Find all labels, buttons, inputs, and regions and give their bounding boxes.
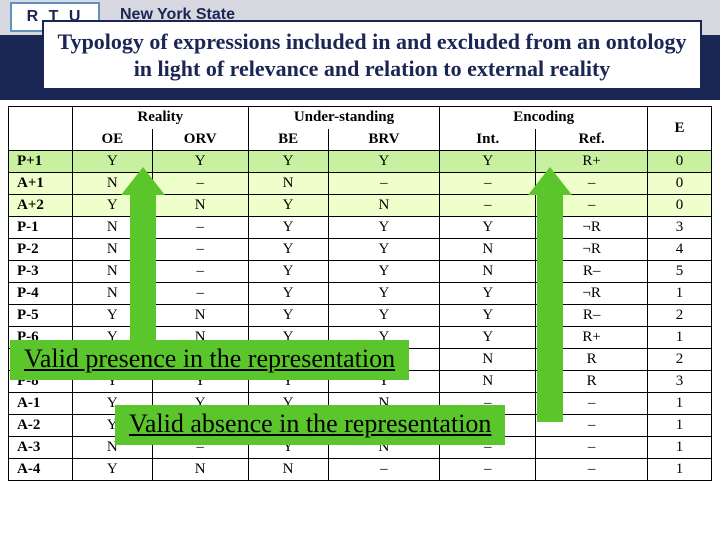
cell: Y xyxy=(248,283,328,305)
table-row: A+1N–N–––0 xyxy=(9,173,712,195)
table-row: P-3N–YYNR–5 xyxy=(9,261,712,283)
table-row: P+1YYYYYR+0 xyxy=(9,151,712,173)
cell: N xyxy=(440,239,536,261)
row-label: A-3 xyxy=(9,437,73,459)
cell: Y xyxy=(328,305,440,327)
table-row: A+2YNYN––0 xyxy=(9,195,712,217)
title-box: Typology of expressions included in and … xyxy=(42,20,702,90)
table-row: P-2N–YYN¬R4 xyxy=(9,239,712,261)
cell: 1 xyxy=(648,393,712,415)
cell: 3 xyxy=(648,371,712,393)
cell: – xyxy=(152,283,248,305)
cell: 3 xyxy=(648,217,712,239)
cell: Y xyxy=(248,239,328,261)
cell: 1 xyxy=(648,459,712,481)
cell: Y xyxy=(328,283,440,305)
cell: Y xyxy=(440,217,536,239)
cell: Y xyxy=(328,151,440,173)
cell: – xyxy=(328,173,440,195)
row-label: A-1 xyxy=(9,393,73,415)
callout-absence: Valid absence in the representation xyxy=(115,405,505,445)
cell: 2 xyxy=(648,349,712,371)
row-label: P-2 xyxy=(9,239,73,261)
arrow-presence xyxy=(130,192,156,362)
arrow-absence xyxy=(537,192,563,422)
cell: N xyxy=(328,195,440,217)
cell: 1 xyxy=(648,283,712,305)
cell: – xyxy=(152,261,248,283)
cell: – xyxy=(152,239,248,261)
cell: Y xyxy=(248,195,328,217)
cell: 0 xyxy=(648,151,712,173)
cell: N xyxy=(152,305,248,327)
cell: Y xyxy=(152,151,248,173)
table-row: A-4YNN–––1 xyxy=(9,459,712,481)
cell: – xyxy=(536,459,648,481)
table-row: P-5YNYYYR–2 xyxy=(9,305,712,327)
row-label: P-3 xyxy=(9,261,73,283)
cell: Y xyxy=(248,151,328,173)
cell: Y xyxy=(328,261,440,283)
arrow-presence-head xyxy=(121,167,165,195)
cell: Y xyxy=(248,261,328,283)
cell: N xyxy=(152,195,248,217)
table-row: P-4N–YYY¬R1 xyxy=(9,283,712,305)
col-group: Under-standing xyxy=(248,107,440,129)
cell: – xyxy=(152,173,248,195)
col-group: E xyxy=(648,107,712,151)
cell: Y xyxy=(248,217,328,239)
col-group xyxy=(9,107,73,151)
cell: 1 xyxy=(648,327,712,349)
col-sub: BE xyxy=(248,129,328,151)
row-label: A+1 xyxy=(9,173,73,195)
col-sub: BRV xyxy=(328,129,440,151)
col-group: Reality xyxy=(72,107,248,129)
cell: – xyxy=(440,459,536,481)
col-sub: ORV xyxy=(152,129,248,151)
cell: Y xyxy=(440,151,536,173)
row-label: P-4 xyxy=(9,283,73,305)
cell: 4 xyxy=(648,239,712,261)
cell: N xyxy=(248,173,328,195)
cell: N xyxy=(248,459,328,481)
row-label: A-4 xyxy=(9,459,73,481)
callout-presence: Valid presence in the representation xyxy=(10,340,409,380)
cell: N xyxy=(440,371,536,393)
table-head: RealityUnder-standingEncodingE OEORVBEBR… xyxy=(9,107,712,151)
row-label: P+1 xyxy=(9,151,73,173)
col-sub: Ref. xyxy=(536,129,648,151)
cell: Y xyxy=(440,327,536,349)
cell: – xyxy=(152,217,248,239)
row-label: A-2 xyxy=(9,415,73,437)
cell: – xyxy=(440,173,536,195)
cell: – xyxy=(536,437,648,459)
cell: N xyxy=(152,459,248,481)
cell: 0 xyxy=(648,195,712,217)
cell: 1 xyxy=(648,437,712,459)
row-label: P-5 xyxy=(9,305,73,327)
cell: Y xyxy=(248,305,328,327)
cell: Y xyxy=(440,305,536,327)
cell: Y xyxy=(328,217,440,239)
row-label: P-1 xyxy=(9,217,73,239)
cell: 1 xyxy=(648,415,712,437)
cell: N xyxy=(440,349,536,371)
cell: Y xyxy=(328,239,440,261)
cell: 2 xyxy=(648,305,712,327)
col-group: Encoding xyxy=(440,107,648,129)
page-title: Typology of expressions included in and … xyxy=(56,28,688,83)
col-sub: OE xyxy=(72,129,152,151)
cell: N xyxy=(440,261,536,283)
cell: – xyxy=(440,195,536,217)
cell: Y xyxy=(72,459,152,481)
header-strip: R T U New York State Typology of express… xyxy=(0,0,720,100)
cell: Y xyxy=(440,283,536,305)
cell: 0 xyxy=(648,173,712,195)
cell: 5 xyxy=(648,261,712,283)
table-row: P-1N–YYY¬R3 xyxy=(9,217,712,239)
arrow-absence-head xyxy=(528,167,572,195)
row-label: A+2 xyxy=(9,195,73,217)
col-sub: Int. xyxy=(440,129,536,151)
cell: – xyxy=(328,459,440,481)
